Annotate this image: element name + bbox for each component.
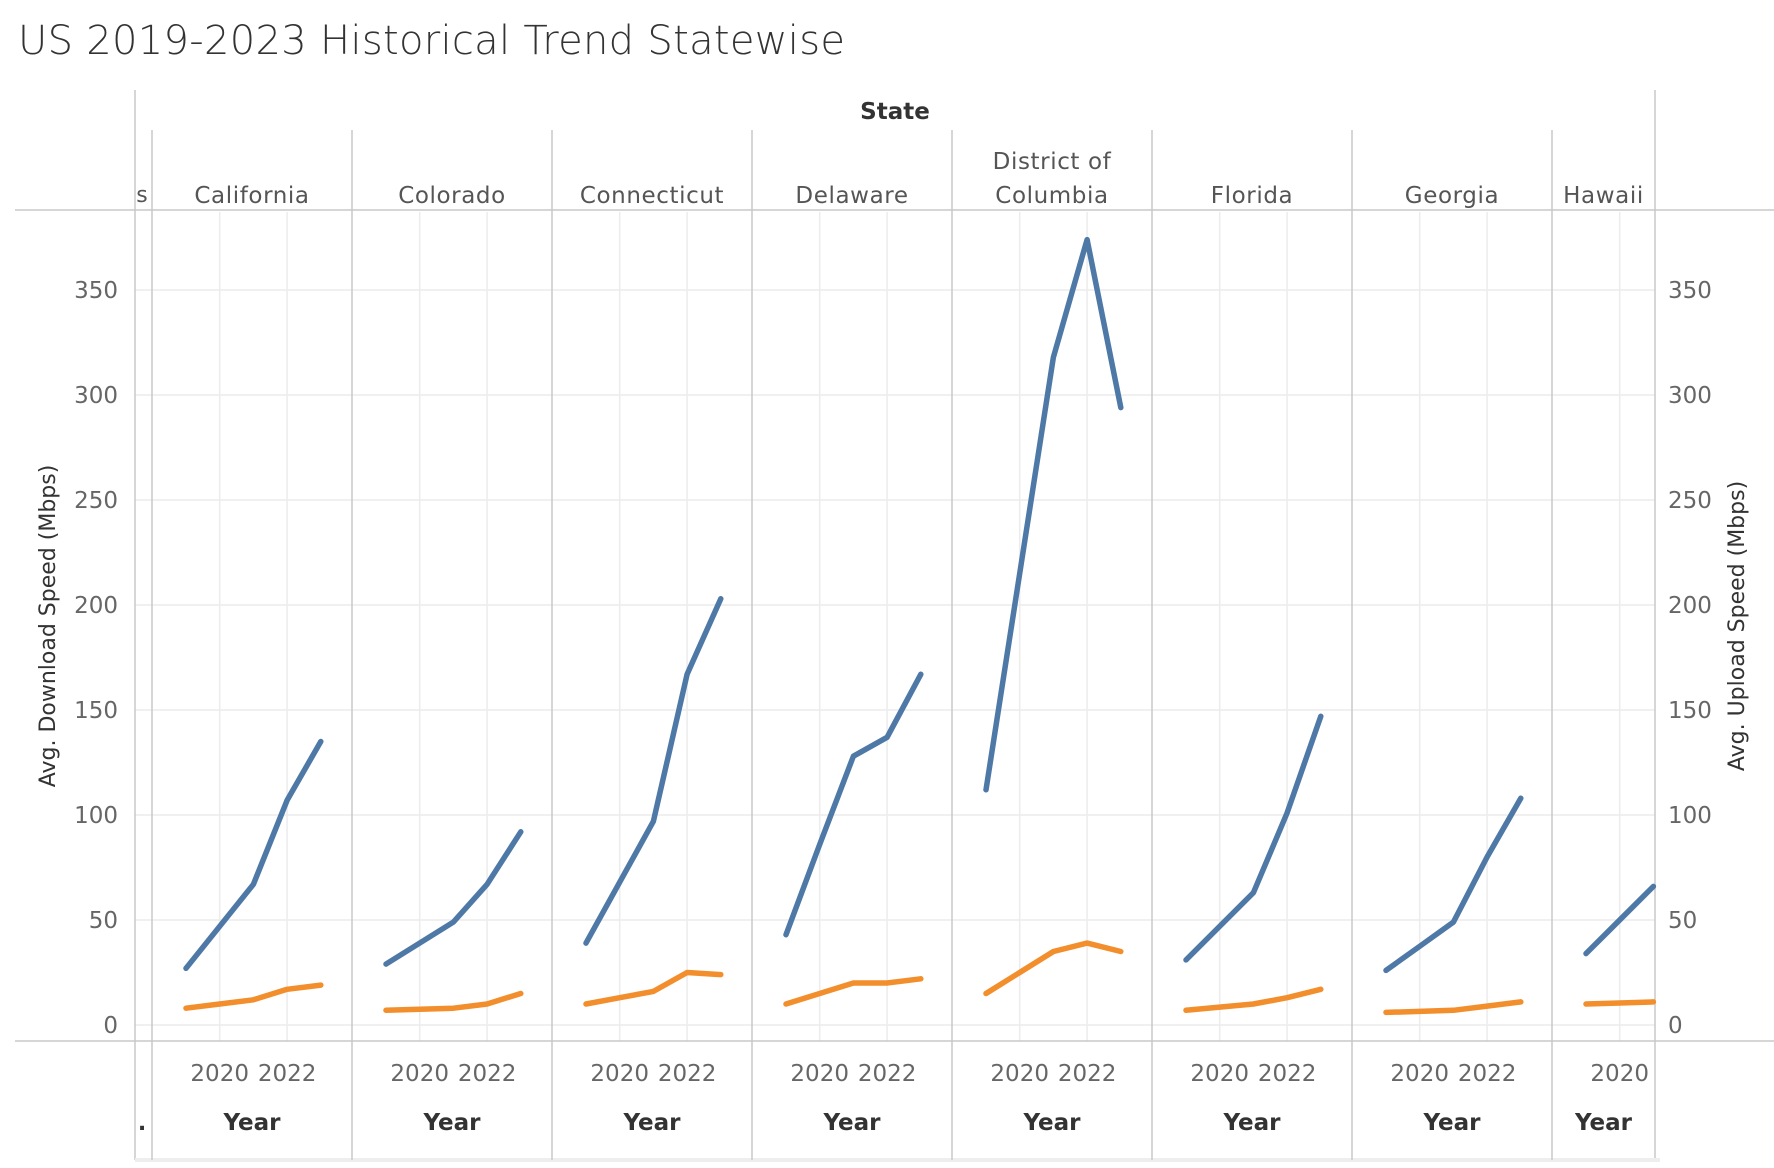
x-axis-title: Year xyxy=(1022,1110,1081,1136)
left-y-tick-label: 200 xyxy=(74,593,118,619)
chart-labels: State s. California 2020 2022 Year Colorado 202… xyxy=(36,99,1750,1136)
x-axis-title: Year xyxy=(622,1110,681,1136)
left-y-tick-label: 250 xyxy=(74,488,118,514)
chart-title: US 2019-2023 Historical Trend Statewise xyxy=(18,18,846,64)
upload-line-florida xyxy=(1183,986,1324,1014)
left-y-tick-label: 0 xyxy=(103,1013,118,1039)
x-tick-label: 2020 xyxy=(590,1061,649,1087)
column-header-label: State xyxy=(860,99,930,125)
upload-line-hawaii xyxy=(1583,999,1657,1007)
x-axis-title: Year xyxy=(1422,1110,1481,1136)
series-lines xyxy=(183,236,1657,1016)
x-tick-label: 2020 xyxy=(790,1061,849,1087)
x-axis-title: Year xyxy=(1222,1110,1281,1136)
x-tick-label: 2022 xyxy=(458,1061,517,1087)
x-axis-title: Year xyxy=(222,1110,281,1136)
x-tick-label: 2020 xyxy=(190,1061,249,1087)
download-line-georgia xyxy=(1383,795,1524,974)
scrollbar-track xyxy=(135,1158,1660,1162)
state-header-label: Delaware xyxy=(795,183,908,209)
left-y-tick-label: 50 xyxy=(89,908,118,934)
state-header-label: Columbia xyxy=(995,183,1108,209)
x-tick-label: 2020 xyxy=(1590,1061,1649,1087)
right-y-tick-label: 50 xyxy=(1668,908,1697,934)
download-line-hawaii xyxy=(1583,883,1657,957)
upload-line-district-of-columbia xyxy=(983,940,1124,997)
right-y-tick-label: 200 xyxy=(1668,593,1712,619)
upload-line-georgia xyxy=(1383,999,1524,1016)
x-tick-label: 2020 xyxy=(1190,1061,1249,1087)
left-y-tick-label: 350 xyxy=(74,278,118,304)
gridlines xyxy=(135,212,1655,1041)
chart-frame xyxy=(15,90,1774,1162)
right-y-tick-label: 150 xyxy=(1668,698,1712,724)
upload-line-california xyxy=(183,982,324,1011)
state-header-label: Hawaii xyxy=(1563,183,1644,209)
left-y-axis-title: Avg. Download Speed (Mbps) xyxy=(36,465,61,788)
upload-line-connecticut xyxy=(583,969,724,1007)
right-y-axis-title: Avg. Upload Speed (Mbps) xyxy=(1725,481,1750,771)
right-y-tick-label: 350 xyxy=(1668,278,1712,304)
state-header-label: Georgia xyxy=(1405,183,1499,209)
left-y-tick-label: 100 xyxy=(74,803,118,829)
state-header-label: Florida xyxy=(1211,183,1293,209)
state-header-label: Colorado xyxy=(398,183,506,209)
x-tick-label: 2020 xyxy=(390,1061,449,1087)
x-tick-label: 2022 xyxy=(1258,1061,1317,1087)
right-y-tick-label: 100 xyxy=(1668,803,1712,829)
download-line-florida xyxy=(1183,713,1324,963)
state-header-label: District of xyxy=(993,149,1112,175)
upload-line-delaware xyxy=(783,976,924,1007)
state-header-label: Connecticut xyxy=(580,183,724,209)
download-line-colorado xyxy=(383,829,524,967)
right-y-tick-label: 0 xyxy=(1668,1013,1683,1039)
x-tick-label: 2022 xyxy=(858,1061,917,1087)
x-tick-label: 2022 xyxy=(1458,1061,1517,1087)
left-y-tick-label: 150 xyxy=(74,698,118,724)
download-line-delaware xyxy=(783,671,924,938)
cut-off-year-label: . xyxy=(138,1111,146,1136)
upload-line-colorado xyxy=(383,990,524,1014)
download-line-connecticut xyxy=(583,595,724,946)
state-header-label: California xyxy=(194,183,309,209)
right-y-tick-label: 250 xyxy=(1668,488,1712,514)
x-tick-label: 2022 xyxy=(658,1061,717,1087)
x-axis-title: Year xyxy=(822,1110,881,1136)
x-tick-label: 2020 xyxy=(990,1061,1049,1087)
x-tick-label: 2022 xyxy=(1058,1061,1117,1087)
x-axis-title: Year xyxy=(1574,1110,1633,1136)
cut-off-state-label: s xyxy=(136,183,147,208)
download-line-california xyxy=(183,738,324,972)
download-line-district-of-columbia xyxy=(983,236,1124,793)
left-y-tick-label: 300 xyxy=(74,383,118,409)
x-tick-label: 2020 xyxy=(1390,1061,1449,1087)
x-axis-title: Year xyxy=(422,1110,481,1136)
right-y-tick-label: 300 xyxy=(1668,383,1712,409)
x-tick-label: 2022 xyxy=(258,1061,317,1087)
